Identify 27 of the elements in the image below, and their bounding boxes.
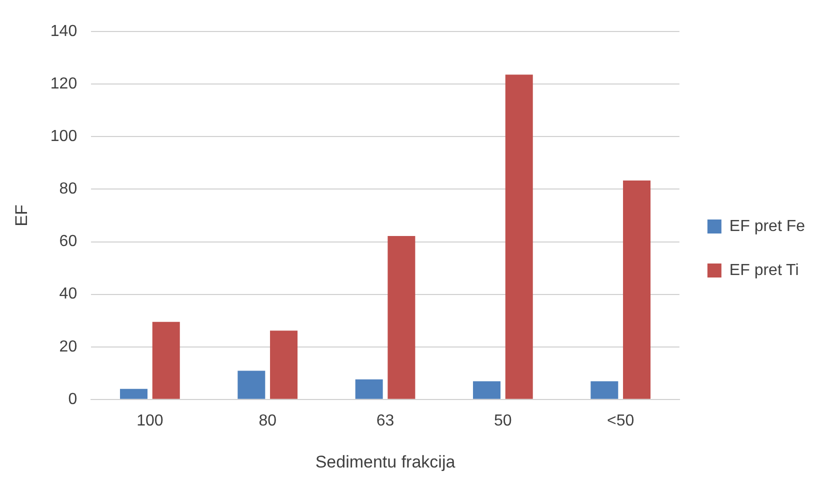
y-axis-title: EF xyxy=(12,204,31,226)
x-tick-label: 63 xyxy=(376,412,394,430)
y-tick-label: 80 xyxy=(59,180,78,198)
x-tick-label: 50 xyxy=(494,412,512,430)
bar xyxy=(388,236,416,399)
legend-label: EF pret Ti xyxy=(729,262,799,279)
y-tick-label: 60 xyxy=(59,233,78,250)
x-tick-label: 100 xyxy=(136,412,164,430)
x-axis-title: Sedimentu frakcija xyxy=(315,452,456,472)
legend-label: EF pret Fe xyxy=(729,218,806,235)
y-tick-label: 40 xyxy=(59,286,78,303)
x-tick-label: 80 xyxy=(258,412,277,430)
y-tick-label: 20 xyxy=(59,338,78,356)
bar xyxy=(120,388,148,399)
bar xyxy=(623,180,651,399)
bar xyxy=(152,322,180,399)
y-tick-label: 140 xyxy=(50,23,78,40)
x-tick-label: <50 xyxy=(607,412,634,430)
bar xyxy=(238,370,266,399)
y-tick-label: 100 xyxy=(50,128,78,146)
y-tick-label: 0 xyxy=(68,390,78,408)
bar xyxy=(355,379,383,399)
bar xyxy=(505,74,533,399)
bar xyxy=(590,381,618,399)
bar xyxy=(270,330,298,399)
bar xyxy=(472,381,500,399)
y-tick-label: 120 xyxy=(50,76,78,93)
